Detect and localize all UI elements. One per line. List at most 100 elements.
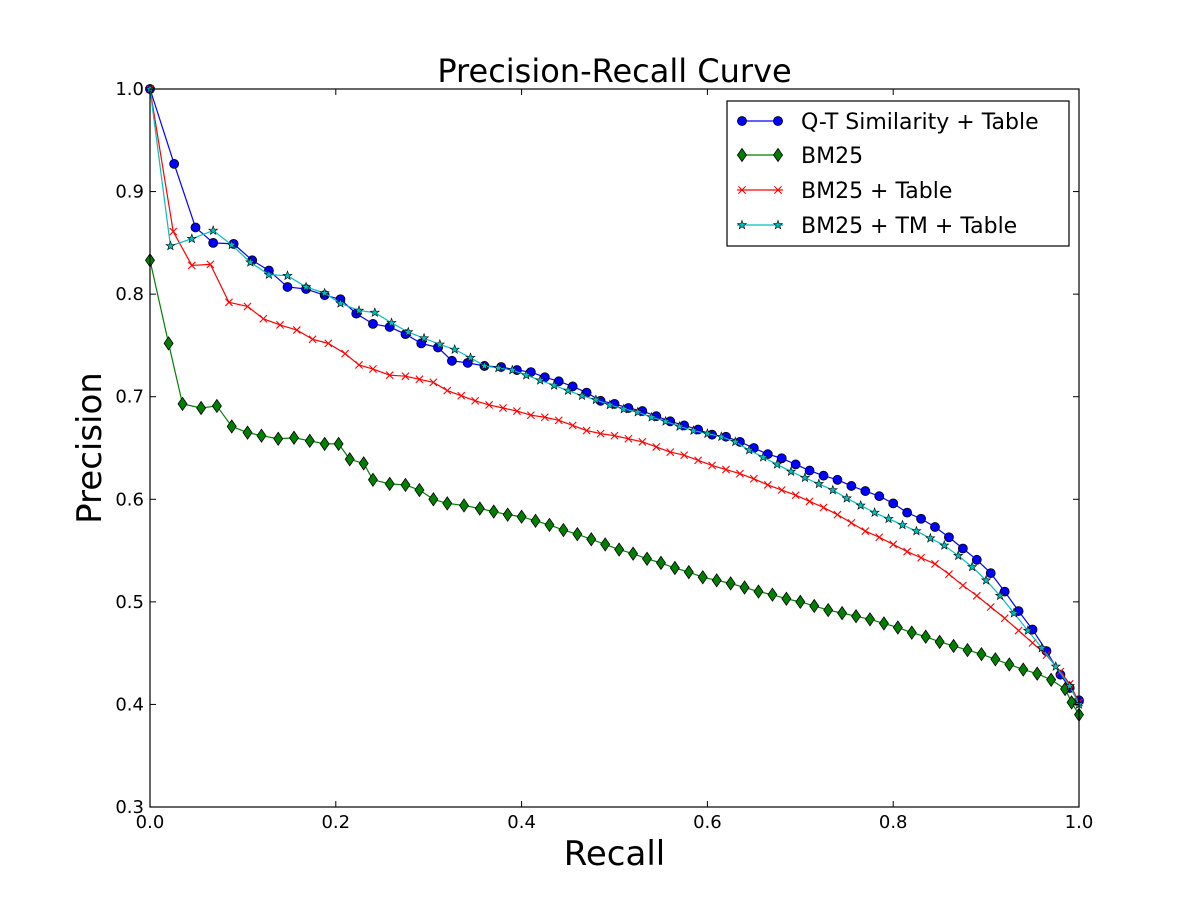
data-point-bm25 xyxy=(976,646,987,662)
data-point-bm25-tm-table xyxy=(282,270,293,281)
data-point-bm25-tm-table xyxy=(521,369,532,380)
data-point-q-t-similarity-table xyxy=(985,568,996,579)
data-point-bm25 xyxy=(211,398,222,414)
data-point-bm25-table xyxy=(847,518,856,527)
data-point-bm25-tm-table xyxy=(590,394,602,405)
data-point-bm25-table xyxy=(610,431,619,440)
legend-markers-bm25-tm-table xyxy=(736,219,784,230)
data-point-bm25 xyxy=(384,476,395,492)
data-point-q-t-similarity-table xyxy=(447,355,457,366)
data-point-bm25-table xyxy=(958,581,967,590)
y-axis-title: Precision xyxy=(70,372,110,524)
legend-marker-q-t-similarity-table xyxy=(773,116,783,126)
data-point-bm25-tm-table xyxy=(493,362,504,373)
data-point-bm25-table xyxy=(457,391,466,400)
data-point-q-t-similarity-table xyxy=(804,465,815,476)
data-point-bm25-tm-table xyxy=(207,225,219,235)
data-point-bm25-tm-table xyxy=(1008,607,1020,618)
data-point-bm25-tm-table xyxy=(562,385,574,395)
data-point-bm25-table xyxy=(596,429,605,438)
legend-item-bm25-table: BM25 + Table xyxy=(737,179,952,204)
y-tick-label: 0.6 xyxy=(115,489,144,510)
series-bm25-table xyxy=(146,85,1083,707)
data-point-bm25-table xyxy=(749,474,758,483)
legend-markers-qt-similarity-table xyxy=(737,116,783,126)
data-point-bm25 xyxy=(600,537,611,552)
data-point-bm25-table xyxy=(721,465,730,474)
data-point-bm25-tm-table xyxy=(841,492,852,503)
data-point-q-t-similarity-table xyxy=(208,237,219,248)
data-point-bm25 xyxy=(558,522,569,538)
data-point-bm25 xyxy=(864,612,875,627)
data-point-bm25 xyxy=(530,513,541,529)
data-point-bm25-table xyxy=(276,320,285,329)
data-point-bm25-tm-table xyxy=(785,466,797,477)
data-point-bm25-tm-table xyxy=(186,233,198,244)
x-tick-label: 0.8 xyxy=(879,812,908,833)
data-point-bm25-tm-table xyxy=(1022,625,1034,636)
series-bm25 xyxy=(145,253,1084,722)
data-point-bm25-tm-table xyxy=(335,297,346,308)
data-point-bm25-table xyxy=(429,378,438,387)
data-point-bm25 xyxy=(990,652,1001,667)
legend-markers-bm25-table xyxy=(738,186,782,194)
data-point-bm25-tm-table xyxy=(548,379,560,390)
data-point-bm25-tm-table xyxy=(827,484,839,495)
legend-marker-bm25-tm-table xyxy=(772,219,784,230)
data-point-bm25-tm-table xyxy=(646,411,657,422)
data-point-bm25 xyxy=(683,564,694,580)
legend: Q-T Similarity + Table BM25 BM25 + Table… xyxy=(726,100,1070,247)
data-point-bm25-tm-table xyxy=(883,513,894,524)
data-point-bm25-tm-table xyxy=(939,539,950,550)
data-point-bm25 xyxy=(1018,662,1029,677)
x-axis-title: Recall xyxy=(564,834,665,874)
legend-label-qt-similarity-table: Q-T Similarity + Table xyxy=(801,110,1039,135)
data-point-bm25 xyxy=(1046,672,1057,688)
data-point-bm25-tm-table xyxy=(403,326,414,337)
data-point-bm25 xyxy=(163,336,174,351)
data-point-q-t-similarity-table xyxy=(776,453,787,464)
data-point-bm25-tm-table xyxy=(994,590,1006,601)
data-point-bm25 xyxy=(809,598,820,614)
legend-marker-bm25-table xyxy=(774,186,782,194)
data-point-bm25 xyxy=(273,431,284,446)
data-point-bm25 xyxy=(304,433,315,449)
data-point-q-t-similarity-table xyxy=(282,282,293,292)
data-point-bm25-tm-table xyxy=(771,458,783,469)
chart-title: Precision-Recall Curve xyxy=(437,52,791,90)
y-tick-label: 1.0 xyxy=(115,79,144,100)
data-point-q-t-similarity-table xyxy=(930,522,940,532)
data-point-bm25-table xyxy=(791,491,800,500)
data-point-bm25-table xyxy=(1000,614,1009,623)
data-point-bm25-table xyxy=(485,400,494,409)
data-point-bm25-table xyxy=(526,411,535,420)
data-point-bm25-table xyxy=(554,416,563,425)
data-point-bm25-table xyxy=(861,527,870,536)
tick-layer: 0.0 0.2 0.4 0.6 0.8 1.0 0.3 0.4 0.5 0.6 0.7 0.8 0.9 1… xyxy=(115,79,1093,833)
data-point-q-t-similarity-table xyxy=(874,491,885,502)
data-point-bm25-table xyxy=(903,547,912,556)
data-point-bm25-tm-table xyxy=(674,420,685,431)
data-point-bm25-tm-table xyxy=(799,472,811,483)
data-point-bm25-tm-table xyxy=(226,239,237,250)
data-point-bm25 xyxy=(739,580,750,595)
y-tick-label: 0.8 xyxy=(115,284,144,305)
legend-item-bm25: BM25 xyxy=(737,144,863,169)
data-point-bm25 xyxy=(1066,695,1077,710)
data-point-bm25-table xyxy=(1028,638,1037,647)
data-point-bm25-tm-table xyxy=(507,364,518,375)
data-point-bm25-table xyxy=(243,302,252,311)
legend-label-bm25-table: BM25 + Table xyxy=(801,179,952,204)
data-point-bm25-tm-table xyxy=(576,390,588,401)
legend-marker-bm25 xyxy=(737,147,747,163)
data-point-bm25 xyxy=(851,609,862,624)
data-point-q-t-similarity-table xyxy=(416,338,427,349)
data-point-bm25-tm-table xyxy=(1064,680,1075,691)
y-tick-label: 0.9 xyxy=(115,182,144,203)
data-point-q-t-similarity-table xyxy=(818,470,829,481)
data-point-bm25 xyxy=(289,430,299,445)
data-point-bm25 xyxy=(725,576,736,591)
data-point-bm25 xyxy=(628,546,639,561)
legend-label-bm25-tm-table: BM25 + TM + Table xyxy=(801,214,1017,239)
data-point-bm25 xyxy=(177,396,188,412)
